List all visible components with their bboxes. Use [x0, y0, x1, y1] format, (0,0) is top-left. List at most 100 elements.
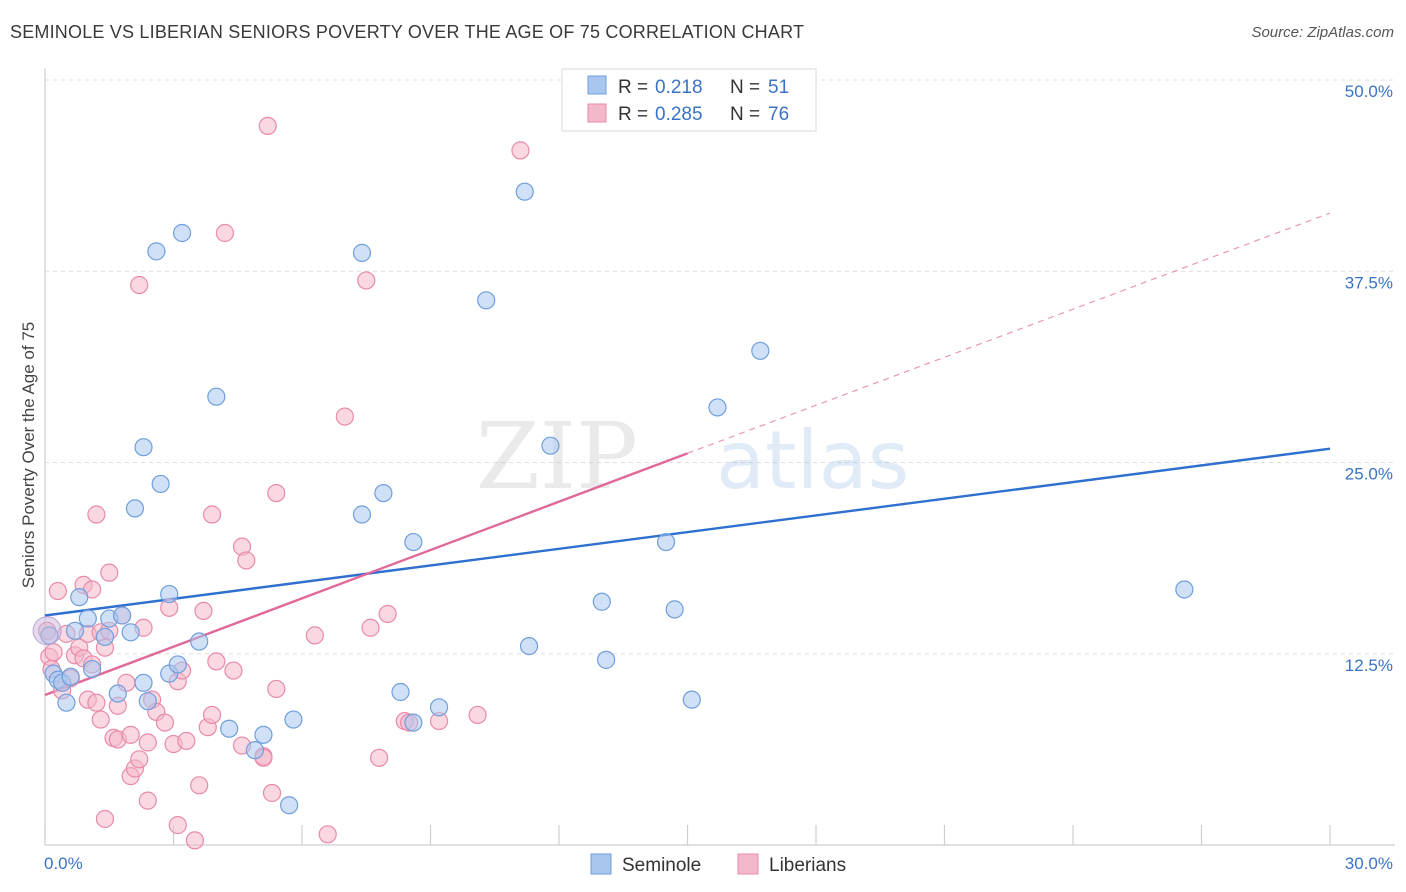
data-point: [138, 692, 157, 711]
bottom-legend-label-seminole: Seminole: [622, 855, 701, 876]
watermark: ZIP atlas: [476, 403, 910, 510]
data-point: [207, 387, 226, 406]
data-point: [134, 673, 153, 692]
data-point: [194, 601, 213, 621]
data-point: [284, 710, 303, 729]
data-point: [87, 505, 106, 524]
bottom-legend-label-liberians: Liberians: [769, 855, 846, 876]
x-tick-label: 30.0%: [1345, 854, 1393, 873]
data-point: [280, 796, 299, 815]
data-point: [267, 484, 286, 503]
data-point: [404, 713, 423, 732]
data-point: [151, 474, 170, 494]
trendline-liberians: [44, 452, 688, 697]
data-point: [237, 551, 256, 570]
data-point: [511, 141, 530, 160]
data-point: [160, 584, 179, 604]
y-tick-label: 25.0%: [1345, 465, 1393, 484]
data-point: [121, 623, 140, 642]
data-point: [361, 618, 380, 637]
data-point: [592, 592, 611, 611]
data-point: [125, 499, 145, 518]
data-point: [168, 816, 187, 835]
bottom-legend-swatch-seminole: [590, 853, 612, 875]
data-point: [429, 698, 449, 717]
data-point: [477, 291, 496, 310]
data-point: [177, 731, 196, 751]
data-point: [172, 223, 192, 243]
data-point: [121, 725, 140, 744]
data-point: [220, 719, 239, 738]
legend-n-label: N =: [730, 104, 760, 125]
data-point: [32, 616, 62, 646]
data-point: [682, 690, 701, 709]
data-point: [357, 271, 376, 290]
data-point: [245, 741, 264, 760]
data-point: [305, 626, 324, 645]
data-point: [318, 825, 337, 844]
data-point: [134, 438, 153, 457]
data-point: [207, 652, 226, 671]
points: [32, 116, 1194, 850]
axes: [44, 68, 1395, 846]
data-point: [112, 606, 132, 625]
data-point: [91, 710, 110, 729]
legend-r-value: 0.218: [655, 77, 703, 98]
data-point: [138, 791, 157, 810]
data-point: [202, 505, 222, 524]
trendlines: [44, 212, 1331, 697]
legend-n-value: 51: [768, 77, 789, 98]
data-point: [202, 705, 222, 725]
data-point: [138, 733, 157, 752]
data-point: [48, 581, 67, 601]
data-point: [391, 682, 410, 702]
x-tick-labels: 0.0% 30.0%: [44, 854, 1393, 873]
data-point: [130, 750, 149, 769]
y-axis-title: Seniors Poverty Over the Age of 75: [19, 322, 38, 588]
source-label: Source: ZipAtlas.com: [1251, 24, 1394, 41]
data-point: [1175, 580, 1194, 599]
data-point: [541, 436, 560, 455]
legend-r-label: R =: [618, 77, 648, 98]
data-point: [70, 588, 89, 607]
legend-swatch-seminole: [587, 75, 607, 95]
data-point: [95, 627, 115, 647]
data-point: [254, 725, 273, 744]
data-point: [57, 693, 76, 712]
data-point: [374, 484, 393, 503]
trendline-seminole: [44, 447, 1331, 617]
data-point: [258, 116, 277, 136]
series-liberians-points: [38, 116, 530, 850]
data-point: [185, 831, 205, 850]
data-point: [597, 650, 616, 669]
data-point: [44, 643, 63, 662]
watermark-atlas: atlas: [716, 414, 909, 507]
data-point: [87, 693, 106, 712]
data-point: [515, 182, 534, 201]
legend-swatch-liberians: [587, 103, 607, 123]
data-point: [370, 748, 389, 767]
data-point: [262, 783, 282, 803]
data-point: [708, 398, 727, 417]
data-point: [335, 407, 354, 426]
legend-n-label: N =: [730, 77, 760, 98]
x-tick-label: 0.0%: [44, 854, 83, 873]
data-point: [168, 655, 187, 674]
data-point: [352, 243, 372, 262]
data-point: [404, 532, 423, 552]
data-point: [352, 505, 372, 524]
data-point: [65, 621, 85, 640]
data-point: [100, 563, 119, 582]
data-point: [147, 242, 166, 261]
y-tick-label: 12.5%: [1345, 656, 1393, 675]
data-point: [267, 679, 286, 699]
trendline-extension-liberians: [687, 212, 1331, 454]
data-point: [224, 661, 243, 680]
data-point: [665, 600, 684, 619]
y-tick-label: 37.5%: [1345, 273, 1393, 292]
data-point: [61, 667, 80, 686]
data-point: [108, 684, 127, 703]
data-point: [190, 776, 209, 795]
data-point: [468, 705, 487, 725]
y-tick-label: 50.0%: [1345, 82, 1393, 101]
